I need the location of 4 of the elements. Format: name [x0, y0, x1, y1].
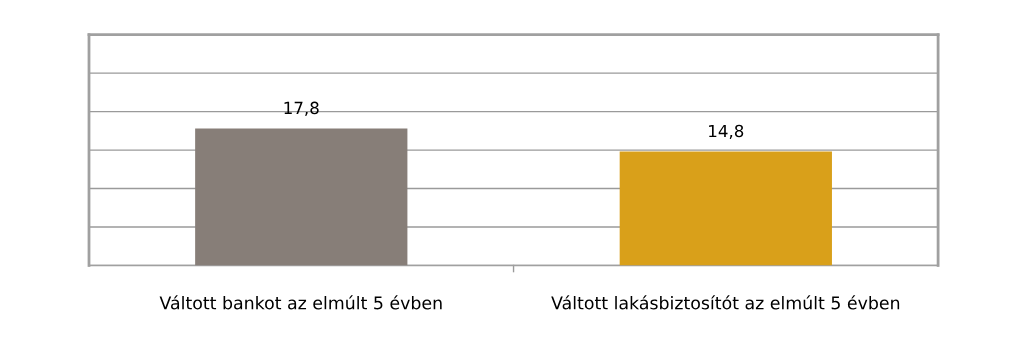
x-tick-label: Váltott lakásbiztosítót az elmúlt 5 évben — [551, 295, 900, 310]
data-label: 17,8 — [284, 101, 319, 116]
data-label: 14,8 — [709, 124, 744, 139]
x-tick-label: Váltott bankot az elmúlt 5 évben — [159, 295, 442, 310]
